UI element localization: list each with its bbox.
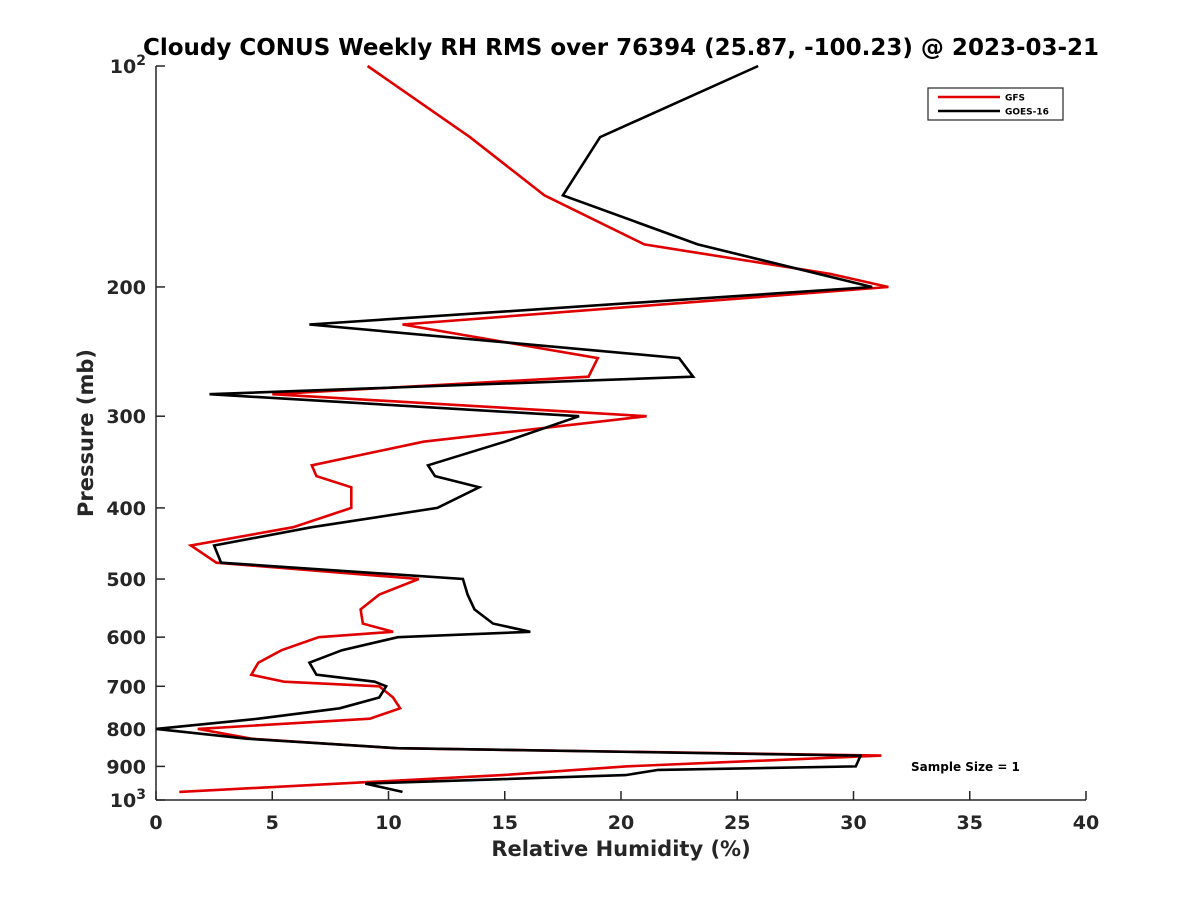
y-tick-label: 400: [106, 498, 146, 520]
x-tick-label: 10: [375, 812, 401, 834]
x-tick-label: 15: [492, 812, 518, 834]
y-tick-label: 800: [106, 719, 146, 741]
chart-title: Cloudy CONUS Weekly RH RMS over 76394 (2…: [143, 35, 1099, 61]
x-axis-label: Relative Humidity (%): [491, 837, 750, 861]
y-tick-label: 300: [106, 406, 146, 428]
y-axis-ticks: 102 200 300 400 500 600 700 800 900 103: [106, 53, 165, 812]
y-tick-label: 200: [106, 277, 146, 299]
y-tick-label: 900: [106, 756, 146, 778]
y-tick-label: 102: [110, 53, 146, 78]
x-tick-label: 20: [608, 812, 634, 834]
sample-size-annotation: Sample Size = 1: [911, 760, 1020, 774]
x-tick-label: 40: [1073, 812, 1099, 834]
plot-area: 0 5 10 15 20 25 30 35 40 102 200 300 400 500 600 700 80…: [106, 53, 1099, 834]
legend-label-gfs: GFS: [1005, 94, 1025, 104]
legend: GFS GOES-16: [927, 87, 1064, 121]
x-tick-label: 0: [149, 812, 162, 834]
legend-box: [927, 87, 1064, 121]
series-line-goes-16: [155, 64, 873, 794]
legend-label-goes-16: GOES-16: [1005, 108, 1049, 118]
y-tick-label: 700: [106, 676, 146, 698]
x-tick-label: 25: [724, 812, 750, 834]
y-axis-label: Pressure (mb): [74, 349, 98, 517]
x-tick-label: 35: [957, 812, 983, 834]
x-tick-label: 30: [840, 812, 866, 834]
series-lines: [155, 64, 889, 794]
x-tick-label: 5: [266, 812, 279, 834]
y-tick-label: 103: [110, 787, 146, 812]
x-axis-ticks: 0 5 10 15 20 25 30 35 40: [149, 791, 1099, 834]
y-tick-label: 600: [106, 627, 146, 649]
y-tick-label: 500: [106, 569, 146, 591]
